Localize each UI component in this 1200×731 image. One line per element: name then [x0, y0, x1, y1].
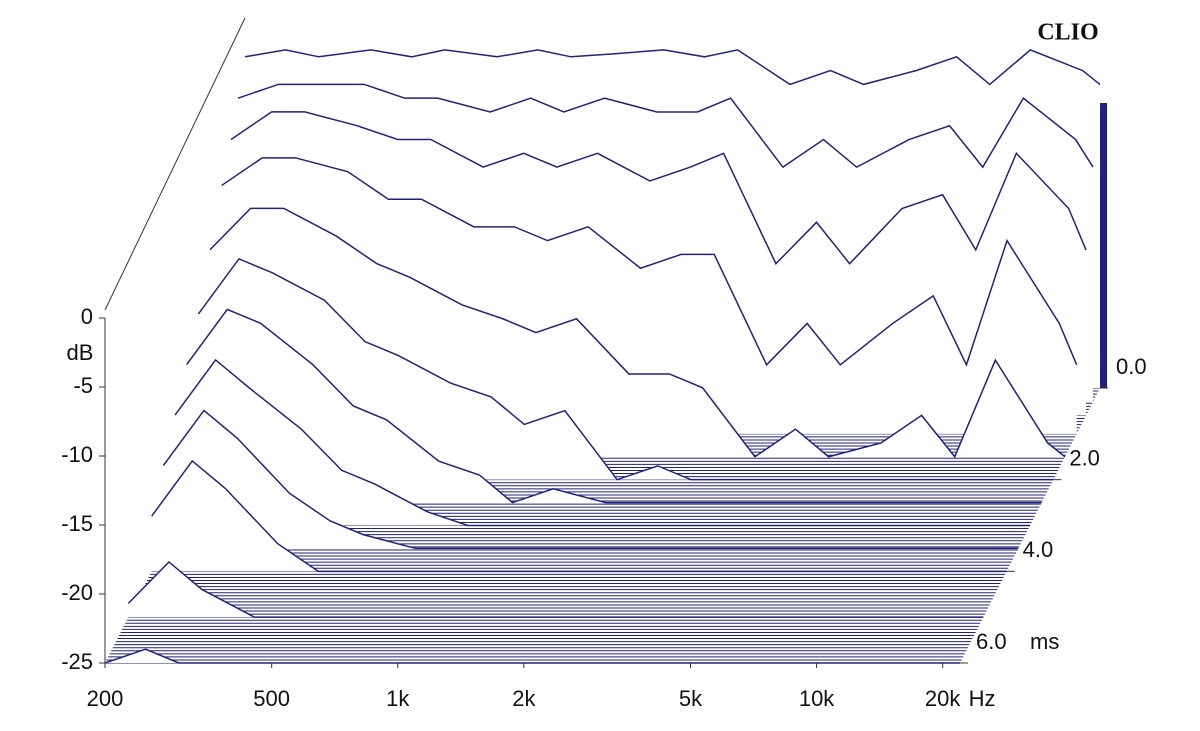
y-axis-label: dB	[67, 340, 94, 365]
slice-line	[230, 111, 1087, 265]
z-tick-label: 4.0	[1023, 537, 1054, 562]
x-tick-label: 2k	[512, 686, 536, 711]
slice-line	[186, 308, 1042, 504]
x-unit: Hz	[969, 686, 996, 711]
y-tick-label: -10	[61, 442, 93, 467]
frame-edge	[104, 17, 246, 311]
x-tick-label: 500	[253, 686, 290, 711]
slice-line	[104, 648, 960, 664]
slice-mask	[198, 258, 1054, 480]
y-tick-label: -25	[61, 649, 93, 674]
slice-line	[197, 257, 1054, 481]
slice-line	[221, 157, 1078, 367]
slice-mask	[186, 309, 1042, 503]
z-tick-label: 6.0	[976, 629, 1007, 654]
slice-mask	[128, 561, 984, 618]
y-tick-label: -20	[61, 580, 93, 605]
x-tick-label: 5k	[679, 686, 703, 711]
y-tick-label: -5	[73, 373, 93, 398]
z-tick-label: 2.0	[1069, 445, 1100, 470]
slice-line	[244, 49, 1101, 86]
slice-line	[174, 358, 1030, 527]
z-tick-label: 0.0	[1116, 354, 1147, 379]
slice-line	[162, 409, 1019, 550]
slice-line	[151, 459, 1007, 573]
slice-mask	[151, 460, 1007, 572]
x-tick-label: 20k	[925, 686, 961, 711]
watermark: CLIO	[1037, 20, 1098, 46]
x-tick-label: 10k	[799, 686, 835, 711]
slice-line	[127, 560, 984, 618]
slice-line	[209, 207, 1066, 459]
y-tick-label: 0	[81, 304, 93, 329]
z-unit: ms	[1030, 629, 1059, 654]
x-tick-label: 1k	[386, 686, 410, 711]
x-tick-label: 200	[87, 686, 124, 711]
slice-line	[237, 83, 1094, 169]
y-tick-label: -15	[61, 511, 93, 536]
back-wall-edge	[1100, 103, 1107, 388]
